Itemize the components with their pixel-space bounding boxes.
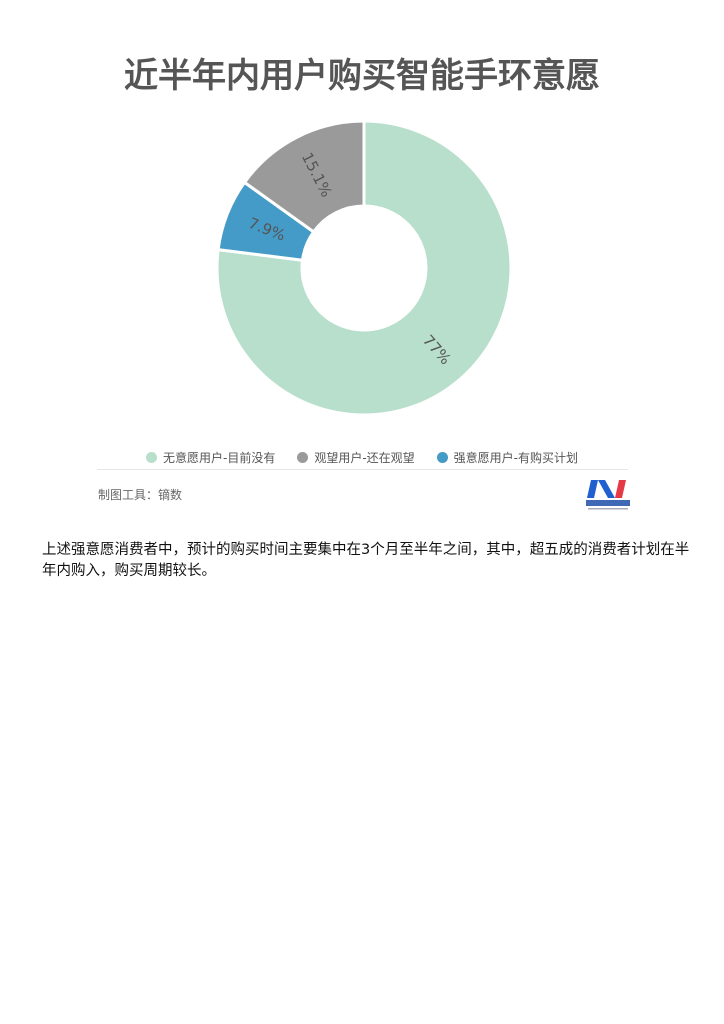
legend: 无意愿用户-目前没有 观望用户-还在观望 强意愿用户-有购买计划: [0, 449, 724, 466]
donut-slice[interactable]: [243, 119, 366, 234]
body-paragraph: 上述强意愿消费者中，预计的购买时间主要集中在3个月至半年之间，其中，超五成的消费…: [42, 542, 690, 579]
divider: [97, 469, 628, 470]
legend-item[interactable]: 强意愿用户-有购买计划: [436, 449, 579, 466]
legend-label: 观望用户-还在观望: [314, 451, 415, 465]
legend-swatch: [436, 452, 448, 463]
legend-swatch: [297, 452, 309, 463]
legend-label: 无意愿用户-目前没有: [162, 451, 276, 465]
donut-chart: 77%7.9%15.1%: [215, 119, 513, 417]
logo-icon: [586, 480, 630, 510]
credit-text: 制图工具：镝数: [98, 488, 183, 502]
legend-item[interactable]: 无意愿用户-目前没有: [145, 449, 276, 466]
legend-swatch: [145, 452, 157, 463]
chart-title: 近半年内用户购买智能手环意愿: [124, 56, 600, 96]
donut-slice[interactable]: [215, 119, 513, 417]
legend-item[interactable]: 观望用户-还在观望: [297, 449, 415, 466]
legend-label: 强意愿用户-有购买计划: [453, 451, 579, 465]
